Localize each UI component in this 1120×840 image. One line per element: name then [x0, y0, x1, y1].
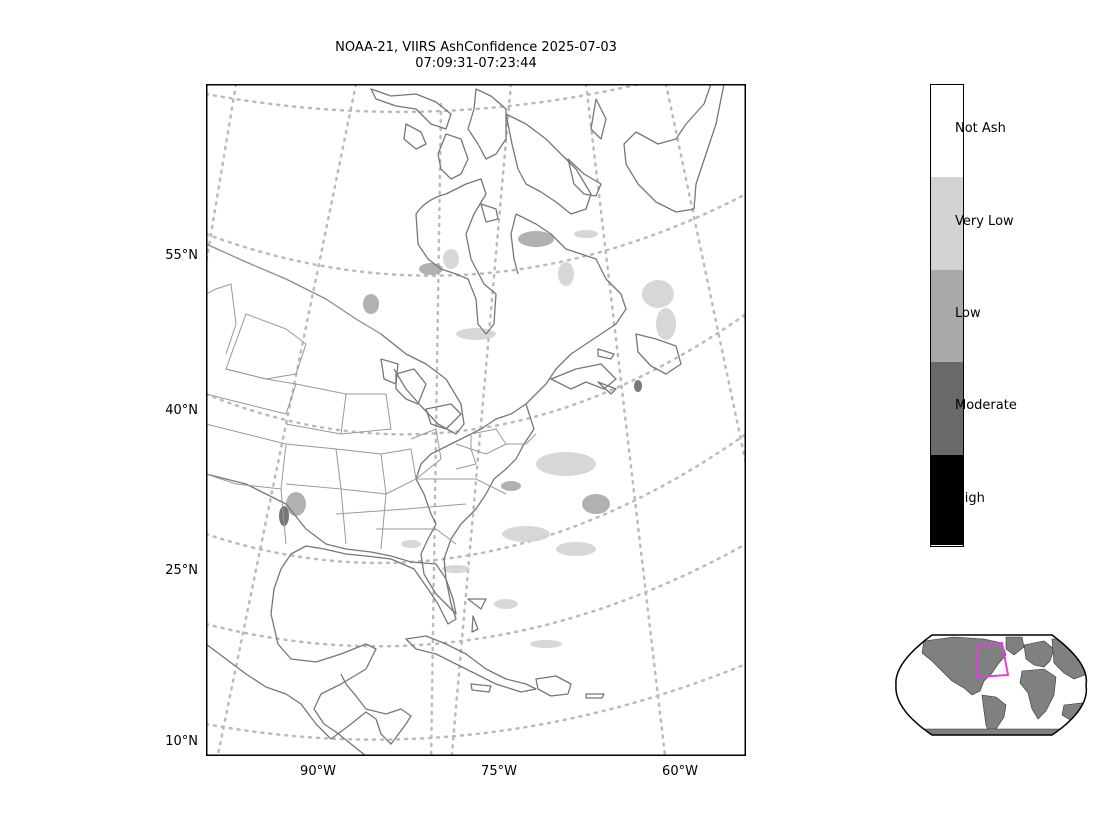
lon-label-75w: 75°W — [481, 764, 517, 779]
ash-confidence-speckles — [279, 230, 676, 648]
colorbar-label-low: Low — [955, 306, 981, 321]
inset-globe-map — [895, 634, 1088, 736]
lat-label-25: 25°N — [165, 563, 198, 578]
lat-label-55: 55°N — [165, 248, 198, 263]
colorbar-very-low — [931, 177, 963, 270]
colorbar-label-moderate: Moderate — [955, 398, 1017, 413]
title-line-1: NOAA-21, VIIRS AshConfidence 2025-07-03 — [335, 40, 617, 55]
main-map — [206, 84, 746, 756]
colorbar-moderate — [931, 362, 963, 455]
globe-outline — [895, 634, 1088, 736]
colorbar-label-not-ash: Not Ash — [955, 121, 1006, 136]
colorbar-low — [931, 270, 963, 362]
colorbar — [930, 84, 964, 547]
map-border — [206, 84, 746, 756]
lon-label-90w: 90°W — [300, 764, 336, 779]
inset-region-box — [974, 641, 1010, 679]
lon-label-60w: 60°W — [662, 764, 698, 779]
political-borders — [206, 243, 537, 550]
coastlines — [206, 84, 725, 756]
graticule — [206, 84, 746, 756]
colorbar-label-high: High — [955, 491, 985, 506]
colorbar-not-ash — [931, 85, 963, 177]
lat-label-10: 10°N — [165, 734, 198, 749]
title-line-2: 07:09:31-07:23:44 — [415, 56, 537, 71]
map-title: NOAA-21, VIIRS AshConfidence 2025-07-03 … — [276, 40, 676, 72]
lat-label-40: 40°N — [165, 403, 198, 418]
colorbar-high — [931, 455, 963, 545]
colorbar-label-very-low: Very Low — [955, 214, 1014, 229]
